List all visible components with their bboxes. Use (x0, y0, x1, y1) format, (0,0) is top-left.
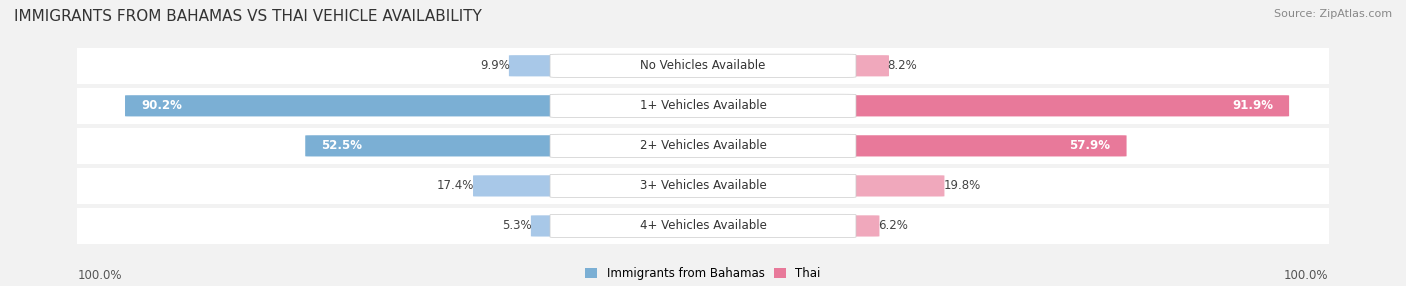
FancyBboxPatch shape (550, 214, 856, 238)
Text: 1+ Vehicles Available: 1+ Vehicles Available (640, 99, 766, 112)
FancyBboxPatch shape (52, 167, 1354, 205)
Text: 2+ Vehicles Available: 2+ Vehicles Available (640, 139, 766, 152)
Text: 8.2%: 8.2% (887, 59, 918, 72)
FancyBboxPatch shape (52, 207, 1354, 245)
FancyBboxPatch shape (550, 94, 856, 118)
FancyBboxPatch shape (125, 95, 568, 116)
Legend: Immigrants from Bahamas, Thai: Immigrants from Bahamas, Thai (585, 267, 821, 280)
Text: 6.2%: 6.2% (879, 219, 908, 233)
FancyBboxPatch shape (52, 47, 1354, 85)
FancyBboxPatch shape (838, 135, 1126, 156)
FancyBboxPatch shape (550, 54, 856, 78)
Text: 9.9%: 9.9% (481, 59, 510, 72)
FancyBboxPatch shape (550, 134, 856, 158)
FancyBboxPatch shape (305, 135, 568, 156)
Text: No Vehicles Available: No Vehicles Available (640, 59, 766, 72)
FancyBboxPatch shape (550, 174, 856, 198)
Text: 19.8%: 19.8% (943, 179, 980, 192)
Text: Source: ZipAtlas.com: Source: ZipAtlas.com (1274, 9, 1392, 19)
Text: 17.4%: 17.4% (437, 179, 474, 192)
Text: 5.3%: 5.3% (502, 219, 531, 233)
FancyBboxPatch shape (472, 175, 568, 196)
Text: 4+ Vehicles Available: 4+ Vehicles Available (640, 219, 766, 233)
Text: 52.5%: 52.5% (322, 139, 363, 152)
FancyBboxPatch shape (509, 55, 568, 76)
Text: 100.0%: 100.0% (77, 269, 122, 282)
FancyBboxPatch shape (838, 95, 1289, 116)
Text: 90.2%: 90.2% (141, 99, 181, 112)
Text: IMMIGRANTS FROM BAHAMAS VS THAI VEHICLE AVAILABILITY: IMMIGRANTS FROM BAHAMAS VS THAI VEHICLE … (14, 9, 482, 23)
Text: 3+ Vehicles Available: 3+ Vehicles Available (640, 179, 766, 192)
FancyBboxPatch shape (52, 127, 1354, 165)
FancyBboxPatch shape (838, 215, 879, 237)
FancyBboxPatch shape (52, 87, 1354, 125)
FancyBboxPatch shape (838, 175, 945, 196)
FancyBboxPatch shape (531, 215, 568, 237)
Text: 100.0%: 100.0% (1284, 269, 1329, 282)
FancyBboxPatch shape (838, 55, 889, 76)
Text: 57.9%: 57.9% (1070, 139, 1111, 152)
Text: 91.9%: 91.9% (1232, 99, 1272, 112)
